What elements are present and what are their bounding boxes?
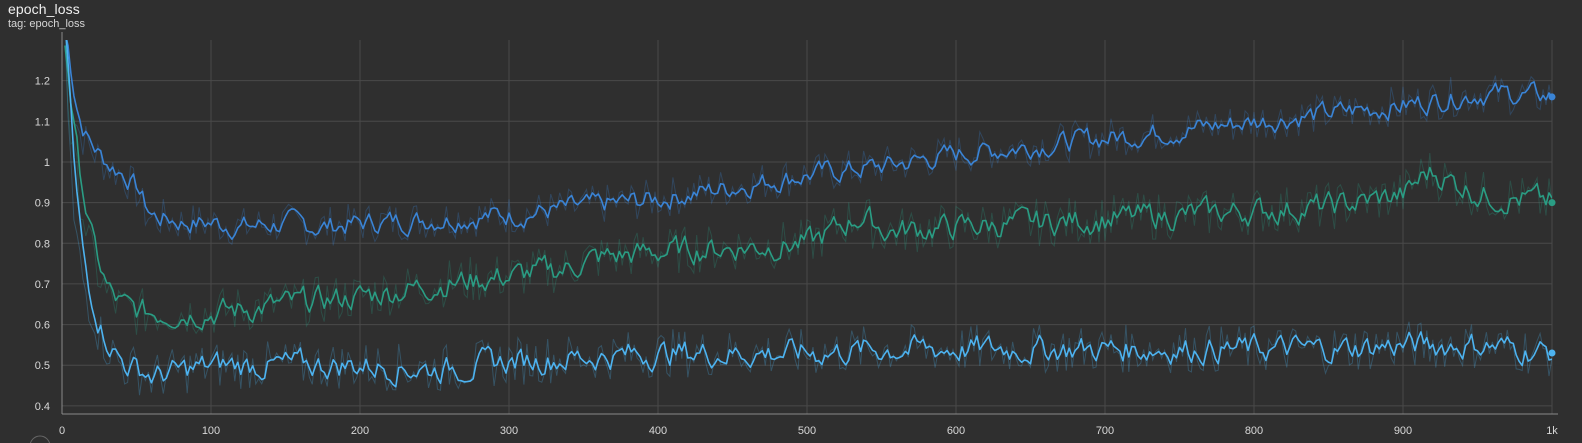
series-2-line bbox=[65, 40, 1552, 388]
x-tick-label: 200 bbox=[351, 425, 369, 437]
x-tick-label: 1k bbox=[1546, 425, 1558, 437]
x-tick-label: 600 bbox=[947, 425, 965, 437]
card-tag: tag: epoch_loss bbox=[8, 18, 86, 30]
y-tick-label: 0.5 bbox=[35, 360, 50, 372]
label-layer: 0 100 200 300 400 500 600 700 800 900 1k 0.4 0.5 0.6 0… bbox=[35, 76, 1559, 437]
series-0-end-point bbox=[1548, 93, 1556, 101]
y-tick-label: 0.9 bbox=[35, 198, 50, 210]
y-tick-label: 1.2 bbox=[35, 76, 50, 88]
x-tick-label: 300 bbox=[500, 425, 518, 437]
series-0-line bbox=[65, 40, 1552, 240]
y-tick-label: 1.1 bbox=[35, 116, 50, 128]
card-title: epoch_loss bbox=[8, 1, 80, 17]
x-tick-label: 400 bbox=[649, 425, 667, 437]
y-tick-label: 0.7 bbox=[35, 279, 50, 291]
x-tick-label: 700 bbox=[1096, 425, 1114, 437]
x-tick-label: 900 bbox=[1394, 425, 1412, 437]
series-2-raw-line bbox=[65, 40, 1552, 396]
series-0-raw-line bbox=[65, 40, 1552, 246]
x-tick-label: 800 bbox=[1245, 425, 1263, 437]
grid-layer bbox=[62, 40, 1553, 414]
x-tick-label: 100 bbox=[202, 425, 220, 437]
y-tick-label: 0.8 bbox=[35, 238, 50, 250]
y-tick-label: 0.6 bbox=[35, 320, 50, 332]
series-1-end-point bbox=[1548, 199, 1556, 207]
series-2-end-point bbox=[1548, 349, 1556, 357]
x-tick-label: 500 bbox=[798, 425, 816, 437]
y-tick-label: 0.4 bbox=[35, 401, 50, 413]
x-tick-label: 0 bbox=[59, 425, 65, 437]
series-layer bbox=[64, 40, 1556, 396]
y-tick-label: 1 bbox=[44, 157, 50, 169]
axis-layer bbox=[29, 32, 1558, 443]
origin-marker bbox=[29, 435, 51, 443]
series-1-line bbox=[64, 45, 1552, 331]
